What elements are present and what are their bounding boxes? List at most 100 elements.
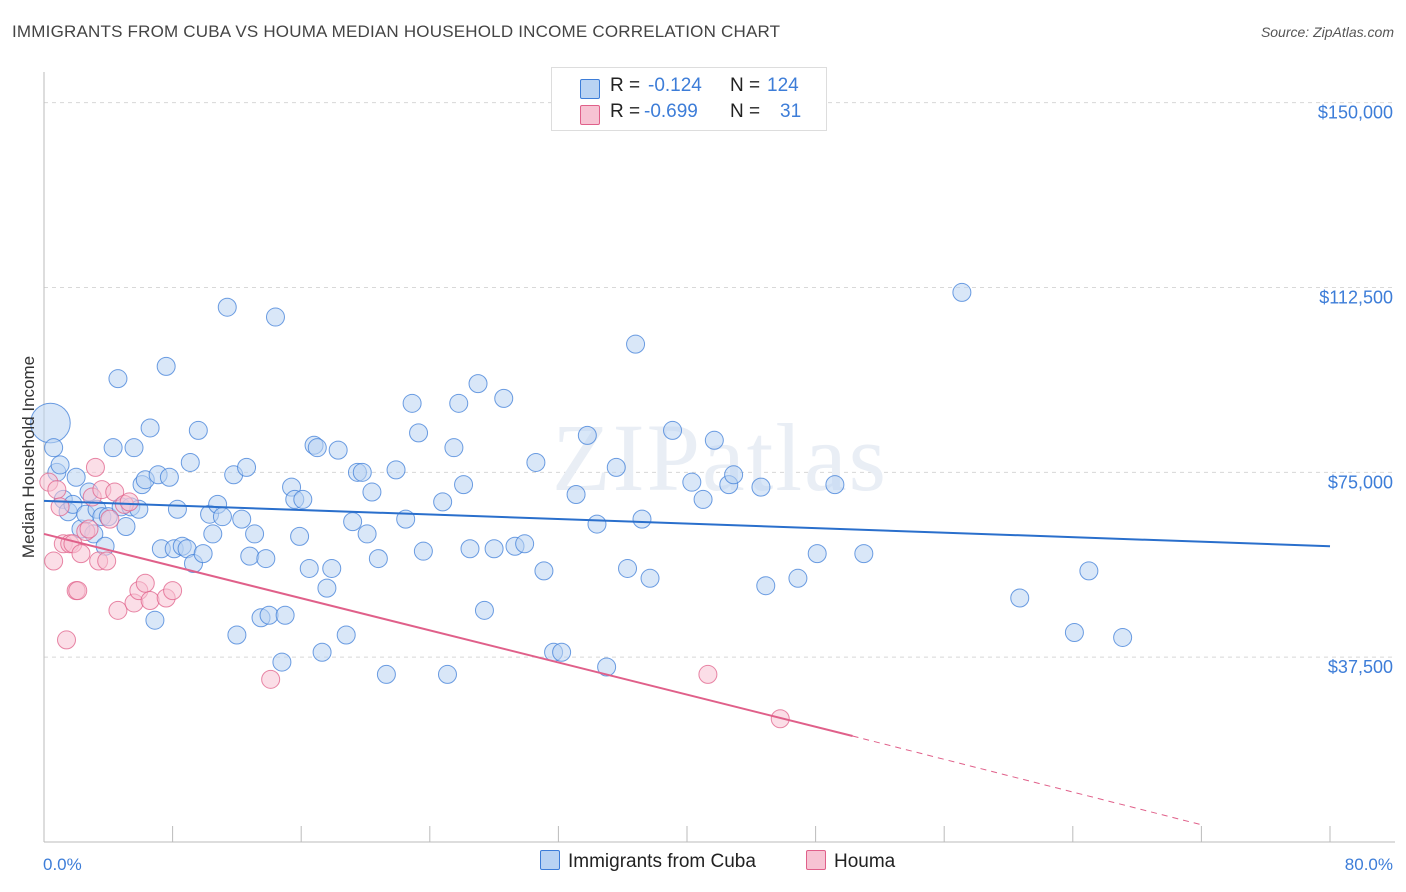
legend-r-value: -0.124 <box>648 75 702 96</box>
cuba-point <box>704 430 724 450</box>
houma-point <box>135 573 155 593</box>
houma-point <box>79 519 99 539</box>
cuba-point <box>693 489 713 509</box>
bottom-legend-swatch-houma <box>806 850 826 870</box>
x-ticks <box>43 826 1331 842</box>
houma-point <box>119 492 139 512</box>
cuba-point <box>460 539 480 559</box>
cuba-point <box>44 438 64 458</box>
houma-point <box>85 457 105 477</box>
cuba-point <box>515 534 535 554</box>
bottom-legend-label-cuba: Immigrants from Cuba <box>568 851 756 872</box>
cuba-point <box>552 642 572 662</box>
cuba-point <box>240 546 260 566</box>
cuba-point <box>454 475 474 495</box>
cuba-point <box>632 509 652 529</box>
legend-n-label: N = <box>730 75 761 96</box>
legend-row-cuba: R = -0.124 N = 124 <box>552 75 826 101</box>
houma-point <box>97 551 117 571</box>
cuba-point <box>682 472 702 492</box>
houma-point <box>44 551 64 571</box>
cuba-point <box>275 605 295 625</box>
cuba-point <box>193 544 213 564</box>
bottom-legend-label-houma: Houma <box>834 851 896 872</box>
cuba-point <box>825 475 845 495</box>
cuba-point <box>433 492 453 512</box>
cuba-point <box>322 558 342 578</box>
cuba-point <box>299 558 319 578</box>
cuba-point <box>854 544 874 564</box>
cuba-points <box>30 282 1133 684</box>
legend-row-houma: R = -0.699 N = 31 <box>552 101 826 127</box>
cuba-point <box>437 664 457 684</box>
cuba-point <box>124 438 144 458</box>
cuba-point <box>227 625 247 645</box>
cuba-point <box>212 507 232 527</box>
y-tick-label: $37,500 <box>1328 657 1393 677</box>
houma-point <box>140 590 160 610</box>
legend-swatch-cuba <box>580 79 600 99</box>
cuba-point <box>587 514 607 534</box>
x-tick-label-max: 80.0% <box>1345 855 1393 874</box>
cuba-point <box>116 517 136 537</box>
cuba-point <box>203 524 223 544</box>
cuba-point <box>526 452 546 472</box>
cuba-point <box>167 499 187 519</box>
cuba-point <box>237 457 257 477</box>
cuba-point <box>952 282 972 302</box>
houma-point <box>47 480 67 500</box>
cuba-point <box>1064 623 1084 643</box>
cuba-point <box>259 605 279 625</box>
cuba-point <box>140 418 160 438</box>
cuba-point <box>444 438 464 458</box>
cuba-point <box>409 423 429 443</box>
cuba-point <box>402 393 422 413</box>
bottom-legend-houma: Houma <box>806 850 895 873</box>
cuba-point <box>386 460 406 480</box>
cuba-point <box>357 524 377 544</box>
cuba-point <box>1079 561 1099 581</box>
cuba-point <box>217 297 237 317</box>
cuba-point <box>272 652 292 672</box>
cuba-point <box>756 576 776 596</box>
cuba-point <box>1113 627 1133 647</box>
cuba-point <box>336 625 356 645</box>
houma-point <box>71 544 91 564</box>
cuba-point <box>566 485 586 505</box>
cuba-point <box>108 369 128 389</box>
legend-r-label: R = <box>610 75 641 96</box>
cuba-point <box>376 664 396 684</box>
cuba-point <box>640 568 660 588</box>
chart-title: IMMIGRANTS FROM CUBA VS HOUMA MEDIAN HOU… <box>12 22 781 41</box>
cuba-point <box>807 544 827 564</box>
cuba-point <box>449 393 469 413</box>
cuba-point <box>1010 588 1030 608</box>
cuba-point <box>484 539 504 559</box>
cuba-point <box>290 526 310 546</box>
houma-point <box>100 509 120 529</box>
y-tick-labels: $37,500 $75,000 $112,500 $150,000 <box>1318 103 1393 678</box>
cuba-point <box>606 457 626 477</box>
cuba-point <box>265 307 285 327</box>
x-tick-label-min: 0.0% <box>43 855 82 874</box>
houma-trend-line <box>43 532 853 737</box>
trend-lines <box>43 499 1331 826</box>
cuba-point <box>145 610 165 630</box>
cuba-point <box>788 568 808 588</box>
cuba-point <box>328 440 348 460</box>
cuba-point <box>494 388 514 408</box>
cuba-point <box>317 578 337 598</box>
cuba-point <box>103 438 123 458</box>
y-tick-label: $75,000 <box>1328 472 1393 492</box>
cuba-point <box>245 524 265 544</box>
cuba-point <box>66 467 86 487</box>
cuba-point <box>368 549 388 569</box>
cuba-point <box>159 467 179 487</box>
cuba-point <box>307 438 327 458</box>
cuba-point <box>413 541 433 561</box>
bottom-legend-cuba: Immigrants from Cuba <box>540 850 756 873</box>
cuba-point <box>577 425 597 445</box>
houma-points <box>39 457 790 729</box>
houma-point <box>698 664 718 684</box>
legend-r-value: -0.699 <box>644 101 698 122</box>
